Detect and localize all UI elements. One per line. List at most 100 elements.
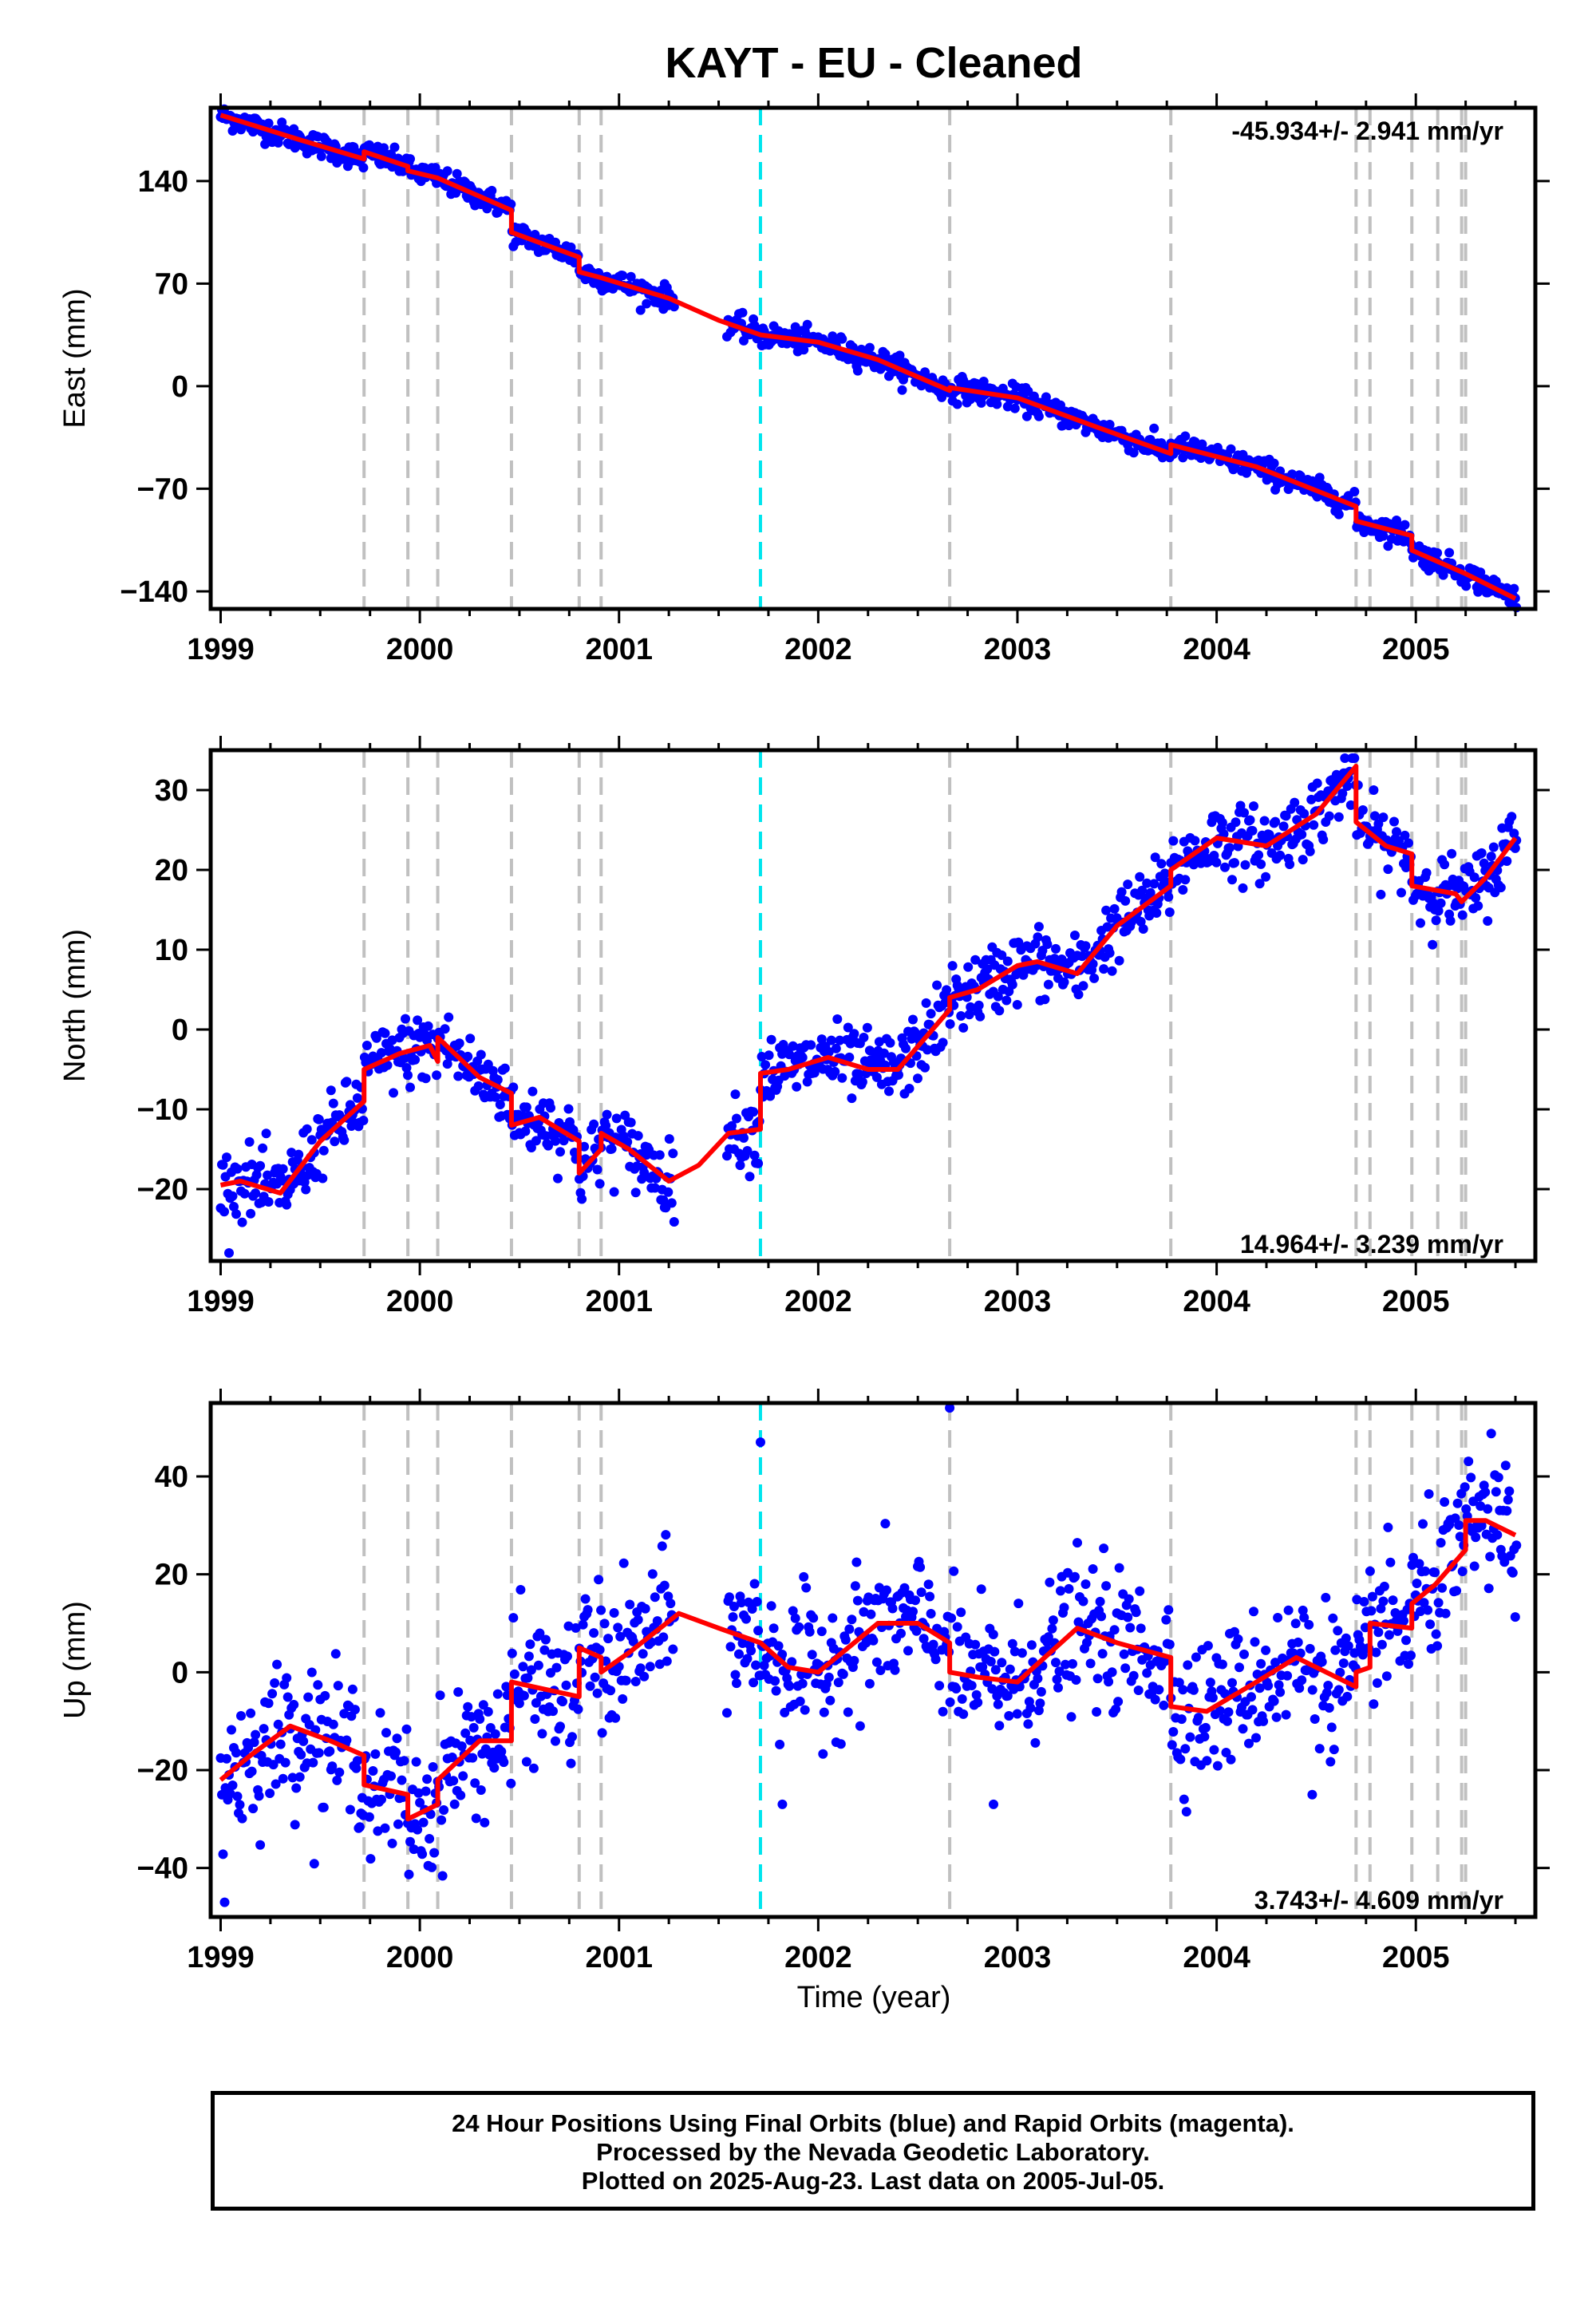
data-point xyxy=(737,307,748,318)
data-point xyxy=(797,1053,808,1063)
x-tick-label: 2000 xyxy=(386,633,454,666)
data-point xyxy=(422,1774,433,1784)
data-point xyxy=(592,1688,602,1698)
data-point xyxy=(1156,859,1167,869)
data-point xyxy=(358,163,369,173)
data-point xyxy=(563,1621,574,1631)
data-point xyxy=(370,1749,381,1759)
data-point xyxy=(514,1698,524,1709)
data-point xyxy=(1226,1754,1236,1765)
data-point xyxy=(816,1626,827,1637)
data-point xyxy=(1178,1685,1188,1695)
data-point xyxy=(501,1682,512,1692)
data-point xyxy=(1461,581,1472,591)
data-point xyxy=(418,1817,429,1828)
data-point xyxy=(952,399,962,409)
data-point xyxy=(1119,1649,1129,1659)
data-point xyxy=(1270,1658,1281,1668)
data-point xyxy=(945,1697,955,1707)
data-point xyxy=(603,1634,614,1644)
data-point xyxy=(231,1748,241,1758)
x-tick-label: 2003 xyxy=(984,1285,1052,1318)
data-point xyxy=(1297,1675,1307,1686)
data-point xyxy=(449,1799,460,1809)
data-point xyxy=(229,1202,239,1211)
data-point xyxy=(993,1699,1003,1709)
data-point xyxy=(987,1684,998,1694)
data-point xyxy=(1131,1607,1141,1618)
data-point xyxy=(375,1708,385,1718)
panel-north: 1999 2000 2001 2002 2003 2004 2005 30 20 10 0 −10 −2… xyxy=(58,736,1550,1318)
data-point xyxy=(421,1073,431,1084)
data-point xyxy=(766,1601,776,1611)
data-point xyxy=(799,345,809,355)
data-point xyxy=(1281,811,1291,821)
data-point xyxy=(1412,1579,1422,1588)
data-point xyxy=(222,1152,231,1163)
data-point xyxy=(282,1199,292,1210)
data-point xyxy=(730,1670,741,1680)
data-point xyxy=(1167,1740,1177,1750)
data-point xyxy=(1125,1622,1136,1633)
data-point xyxy=(1052,1674,1062,1685)
data-point xyxy=(232,1791,243,1801)
data-point xyxy=(640,1603,650,1614)
data-point xyxy=(435,1690,445,1701)
data-point xyxy=(543,1140,553,1151)
data-point xyxy=(966,1681,977,1690)
data-point xyxy=(1244,1738,1254,1749)
data-point xyxy=(832,1014,843,1024)
y-tick-label: 70 xyxy=(155,267,188,301)
data-point xyxy=(1502,583,1512,593)
data-point xyxy=(442,166,452,176)
x-tick-label: 1999 xyxy=(187,1941,255,1974)
data-point xyxy=(1120,895,1131,906)
y-tick-label: 40 xyxy=(155,1460,188,1494)
data-point xyxy=(934,1681,945,1691)
y-axis-label-up: Up (mm) xyxy=(58,1601,92,1719)
data-point xyxy=(342,1735,352,1745)
data-point xyxy=(535,1628,545,1638)
data-point xyxy=(1333,812,1344,822)
data-point xyxy=(928,1639,938,1650)
data-point xyxy=(318,1173,328,1184)
data-point xyxy=(1502,1506,1512,1516)
data-point xyxy=(251,1729,261,1740)
data-point xyxy=(558,1697,567,1707)
data-point xyxy=(737,1638,748,1648)
data-point xyxy=(659,1580,670,1591)
data-point xyxy=(422,1035,433,1045)
data-point xyxy=(982,964,993,974)
data-point xyxy=(490,1729,500,1739)
data-point xyxy=(947,961,958,971)
data-point xyxy=(871,1072,882,1082)
data-point xyxy=(296,1749,306,1760)
data-point xyxy=(1476,848,1487,858)
data-point xyxy=(259,1724,269,1734)
data-point xyxy=(277,117,287,128)
data-point xyxy=(626,271,636,282)
data-point xyxy=(1150,852,1160,863)
data-point xyxy=(628,1636,638,1646)
data-point xyxy=(1461,1504,1472,1514)
data-point xyxy=(507,1648,517,1658)
data-point xyxy=(650,1183,660,1193)
data-point xyxy=(1188,1685,1199,1695)
data-point xyxy=(1324,811,1334,821)
velocity-rate-east: -45.934+/- 2.941 mm/yr xyxy=(1231,117,1503,145)
data-point xyxy=(403,1070,413,1081)
data-point xyxy=(478,1700,488,1710)
data-point xyxy=(1013,1599,1024,1609)
x-tick-label: 2005 xyxy=(1382,1941,1450,1974)
data-point xyxy=(520,1126,531,1136)
data-point xyxy=(745,1172,755,1182)
outlier-point xyxy=(945,1403,955,1413)
data-point xyxy=(635,1663,646,1674)
data-point xyxy=(804,1626,815,1637)
data-point xyxy=(1152,908,1162,918)
data-point xyxy=(1299,1612,1310,1622)
data-point xyxy=(668,1148,678,1159)
data-point xyxy=(1369,1699,1379,1709)
data-point xyxy=(1310,1714,1320,1724)
data-point xyxy=(597,1728,607,1738)
